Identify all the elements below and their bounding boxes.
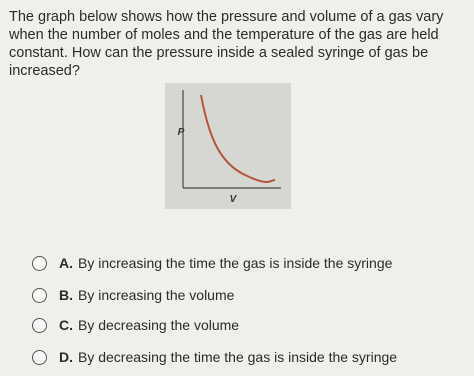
option-text: By decreasing the time the gas is inside…: [78, 349, 398, 365]
graph-background: [165, 83, 291, 209]
option-letter: D.: [59, 349, 73, 365]
option[interactable]: A. By increasing the time the gas is insi…: [32, 253, 392, 273]
option[interactable]: D. By decreasing the time the gas is insi…: [32, 347, 397, 367]
pv-curve: [200, 94, 276, 183]
radio-button[interactable]: [32, 287, 47, 303]
option-letter: A.: [59, 255, 73, 271]
radio-button[interactable]: [32, 317, 47, 333]
option-text: By increasing the volume: [78, 287, 235, 303]
option-text: By increasing the time the gas is inside…: [78, 255, 393, 271]
option-letter: B.: [59, 287, 73, 303]
option[interactable]: C. By decreasing the volume: [32, 315, 239, 335]
option[interactable]: B. By increasing the volume: [32, 285, 234, 305]
radio-button[interactable]: [32, 349, 47, 365]
option-letter: C.: [59, 317, 73, 333]
question-text: The graph below shows how the pressure a…: [9, 9, 444, 79]
x-axis-label: V: [230, 194, 238, 205]
radio-button[interactable]: [32, 255, 47, 271]
y-axis-label: P: [178, 127, 185, 138]
option-text: By decreasing the volume: [78, 317, 240, 333]
graph: P V: [165, 83, 291, 209]
